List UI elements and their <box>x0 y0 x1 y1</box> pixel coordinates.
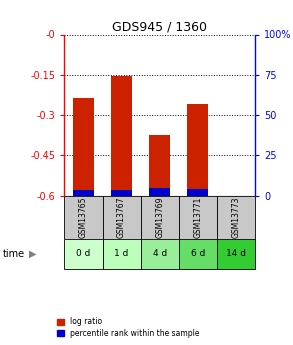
Bar <box>73 98 94 190</box>
Text: GSM13773: GSM13773 <box>231 196 240 238</box>
Bar <box>73 190 94 196</box>
Bar <box>179 239 217 269</box>
Bar <box>187 104 208 189</box>
Text: 14 d: 14 d <box>226 249 246 258</box>
Bar <box>103 239 141 269</box>
Text: GSM13767: GSM13767 <box>117 196 126 238</box>
Bar <box>179 196 217 239</box>
Bar <box>187 189 208 196</box>
Text: GSM13769: GSM13769 <box>155 196 164 238</box>
Bar <box>64 239 103 269</box>
Text: 1 d: 1 d <box>114 249 129 258</box>
Legend: log ratio, percentile rank within the sample: log ratio, percentile rank within the sa… <box>57 317 200 338</box>
Text: 0 d: 0 d <box>76 249 91 258</box>
Bar <box>111 190 132 196</box>
Bar <box>217 196 255 239</box>
Title: GDS945 / 1360: GDS945 / 1360 <box>112 20 207 33</box>
Text: 4 d: 4 d <box>153 249 167 258</box>
Bar <box>64 196 103 239</box>
Bar <box>141 196 179 239</box>
Bar <box>141 239 179 269</box>
Text: time: time <box>3 249 25 259</box>
Text: GSM13771: GSM13771 <box>193 197 202 238</box>
Bar <box>103 196 141 239</box>
Text: ▶: ▶ <box>29 249 37 259</box>
Bar <box>149 188 170 196</box>
Bar <box>111 76 132 190</box>
Text: 6 d: 6 d <box>190 249 205 258</box>
Text: GSM13765: GSM13765 <box>79 196 88 238</box>
Bar <box>217 239 255 269</box>
Bar <box>149 135 170 188</box>
